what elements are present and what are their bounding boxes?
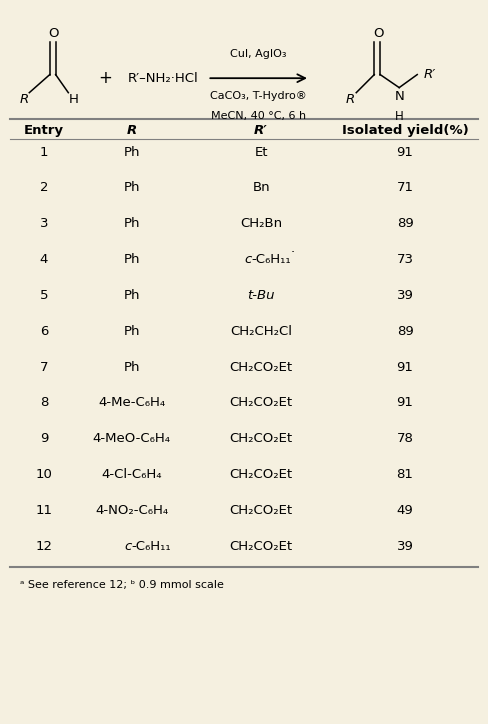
Text: t-Bu: t-Bu (247, 289, 275, 302)
Text: Ph: Ph (123, 182, 140, 194)
Text: Ph: Ph (123, 253, 140, 266)
Text: Isolated yield(%): Isolated yield(%) (342, 124, 468, 137)
Text: 4-Cl-C₆H₄: 4-Cl-C₆H₄ (102, 468, 162, 481)
Text: H: H (395, 110, 404, 123)
Text: c: c (244, 253, 251, 266)
Text: CH₂CO₂Et: CH₂CO₂Et (229, 361, 293, 374)
Text: R: R (346, 93, 355, 106)
Text: CH₂CO₂Et: CH₂CO₂Et (229, 432, 293, 445)
Text: 39: 39 (397, 540, 413, 552)
Text: Ph: Ph (123, 146, 140, 159)
Text: 91: 91 (397, 397, 413, 409)
Text: 49: 49 (397, 504, 413, 517)
Text: Et: Et (254, 146, 268, 159)
Text: CH₂Bn: CH₂Bn (240, 217, 282, 230)
Text: O: O (373, 27, 384, 40)
Text: R: R (20, 93, 29, 106)
Text: 12: 12 (36, 540, 52, 552)
Text: 91: 91 (397, 361, 413, 374)
Text: 4-NO₂-C₆H₄: 4-NO₂-C₆H₄ (95, 504, 168, 517)
Text: 5: 5 (40, 289, 48, 302)
Text: CH₂CO₂Et: CH₂CO₂Et (229, 468, 293, 481)
Text: 10: 10 (36, 468, 52, 481)
Text: Bn: Bn (252, 182, 270, 194)
Text: R: R (126, 124, 137, 137)
Text: 8: 8 (40, 397, 48, 409)
Text: Ph: Ph (123, 289, 140, 302)
Text: CH₂CH₂Cl: CH₂CH₂Cl (230, 325, 292, 337)
Text: 4: 4 (40, 253, 48, 266)
Text: 9: 9 (40, 432, 48, 445)
Text: 11: 11 (36, 504, 52, 517)
Text: CaCO₃, T-Hydro®: CaCO₃, T-Hydro® (210, 91, 307, 101)
Text: R′–NH₂·HCl: R′–NH₂·HCl (128, 72, 199, 85)
Text: 81: 81 (397, 468, 413, 481)
Text: O: O (48, 27, 59, 40)
Text: 71: 71 (397, 182, 413, 194)
Text: Entry: Entry (24, 124, 64, 137)
Text: 7: 7 (40, 361, 48, 374)
Text: -C₆H₁₁: -C₆H₁₁ (251, 253, 291, 266)
Text: N: N (394, 90, 404, 103)
Text: -C₆H₁₁: -C₆H₁₁ (132, 540, 171, 552)
Text: c: c (124, 540, 132, 552)
Text: Ph: Ph (123, 325, 140, 337)
Text: 2: 2 (40, 182, 48, 194)
Text: Ph: Ph (123, 217, 140, 230)
Text: R′: R′ (424, 68, 436, 81)
Text: ᵃ See reference 12; ᵇ 0.9 mmol scale: ᵃ See reference 12; ᵇ 0.9 mmol scale (20, 580, 224, 589)
Text: 39: 39 (397, 289, 413, 302)
Text: CuI, AgIO₃: CuI, AgIO₃ (230, 49, 287, 59)
Text: MeCN, 40 °C, 6 h: MeCN, 40 °C, 6 h (211, 111, 306, 121)
Text: 4-Me-C₆H₄: 4-Me-C₆H₄ (98, 397, 165, 409)
Text: 3: 3 (40, 217, 48, 230)
Text: CH₂CO₂Et: CH₂CO₂Et (229, 540, 293, 552)
Text: H: H (69, 93, 79, 106)
Text: ·: · (290, 246, 294, 258)
Text: 6: 6 (40, 325, 48, 337)
Text: Ph: Ph (123, 361, 140, 374)
Text: CH₂CO₂Et: CH₂CO₂Et (229, 397, 293, 409)
Text: 89: 89 (397, 217, 413, 230)
Text: 78: 78 (397, 432, 413, 445)
Text: 89: 89 (397, 325, 413, 337)
Text: 91: 91 (397, 146, 413, 159)
Text: R′: R′ (254, 124, 268, 137)
Text: 73: 73 (397, 253, 413, 266)
Text: CH₂CO₂Et: CH₂CO₂Et (229, 504, 293, 517)
Text: +: + (98, 70, 112, 87)
Text: 4-MeO-C₆H₄: 4-MeO-C₆H₄ (93, 432, 171, 445)
Text: 1: 1 (40, 146, 48, 159)
